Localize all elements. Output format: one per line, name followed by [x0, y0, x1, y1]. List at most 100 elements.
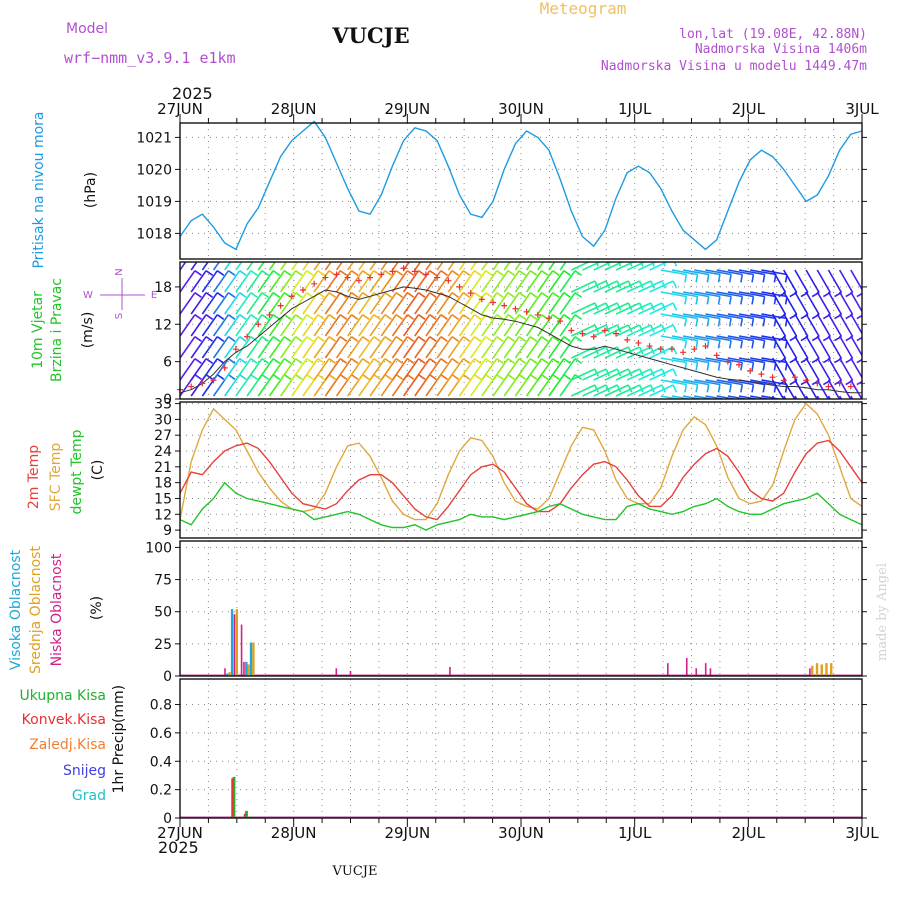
wind-barb	[649, 324, 674, 337]
low-cloud-bar	[349, 670, 352, 676]
wind-barb	[838, 335, 854, 359]
wind-barb	[235, 358, 252, 381]
wind-barb-flag	[518, 358, 527, 364]
wind-barb	[380, 270, 397, 293]
wind-barb	[649, 262, 669, 271]
x-tick-label-bottom: 30JUN	[498, 824, 544, 842]
wind-barb	[671, 291, 698, 298]
wind-barb	[582, 346, 607, 359]
wind-barb	[794, 291, 809, 315]
wind-barb	[347, 270, 364, 293]
gust-marker	[702, 343, 709, 350]
wind-barb-flag	[717, 362, 721, 371]
wind-barb	[246, 358, 263, 381]
wind-barb-flag	[574, 292, 583, 298]
wind-barb	[537, 262, 545, 271]
wind-barb	[268, 262, 277, 271]
wind-barb	[492, 358, 509, 381]
gust-marker	[791, 374, 798, 381]
wind-barb-flag	[295, 314, 303, 320]
wind-barb	[682, 379, 709, 386]
wind-barb-flag	[373, 358, 381, 364]
total-precip-bar	[250, 816, 254, 818]
wind-barb	[235, 262, 243, 271]
wind-barb-flag	[239, 292, 247, 298]
wind-barb-flag	[317, 358, 325, 364]
wind-barb-flag	[541, 292, 549, 298]
wind-barb-flag	[384, 358, 392, 364]
y-tick-label: 33	[154, 397, 172, 413]
wind-barb-flag	[507, 292, 515, 298]
wind-barb	[402, 314, 420, 337]
precip-unit: (mm)	[111, 685, 127, 723]
wind-barb	[302, 270, 319, 293]
wind-barb	[727, 269, 754, 276]
gust-marker	[478, 296, 485, 303]
credit-watermark: made by Angel	[875, 563, 890, 661]
wind-barb-flag	[350, 292, 359, 298]
wind-barb-flag	[440, 358, 448, 364]
wind-barb	[626, 280, 652, 293]
gust-marker	[333, 271, 340, 278]
y-tick-label: 25	[154, 637, 172, 653]
wind-barb-flag	[684, 274, 688, 283]
wind-barb	[570, 262, 591, 271]
wind-barb	[503, 262, 511, 271]
wind-barb-flag	[350, 270, 359, 276]
wind-barb	[559, 314, 576, 337]
wind-barb-flag	[574, 270, 583, 276]
wind-barb-flag	[440, 314, 448, 320]
axes: 27JUN 27JUN 28JUN 28JUN 29JUN 29JUN 30JUN 30JUN…	[136, 100, 879, 842]
high-cloud-bar	[230, 609, 234, 676]
wind-barb-flag	[239, 374, 247, 380]
wind-barb-flag	[261, 314, 270, 320]
wind-barb-flag	[485, 358, 493, 364]
wind-barb	[548, 358, 565, 381]
wind-barb	[246, 262, 254, 271]
wind-barb	[738, 313, 765, 320]
wind-barb	[604, 262, 624, 271]
gust-marker	[545, 315, 552, 322]
wind-barb	[783, 269, 798, 293]
wind-barb	[492, 314, 509, 337]
wind-barb-flag	[272, 358, 281, 364]
wind-barb	[514, 314, 531, 337]
wind-barb	[660, 335, 687, 342]
wind-barb-flag	[728, 340, 732, 349]
wind-barb-flag	[328, 336, 337, 342]
x-tick-label-bottom: 29JUN	[384, 824, 430, 842]
wind-barb	[492, 292, 509, 315]
wind-barb	[391, 336, 408, 359]
wind-barb	[559, 262, 567, 271]
wind-barb	[481, 336, 498, 359]
wind-barb	[861, 292, 862, 294]
y-tick-label: 1021	[136, 130, 172, 146]
wind-barb	[201, 292, 218, 315]
wind-barb-flag	[706, 296, 710, 305]
gust-marker	[825, 383, 832, 390]
wind-barb	[470, 336, 487, 359]
conv-precip-bar	[231, 778, 234, 818]
wind-barb-flag	[418, 314, 426, 320]
wind-barb	[458, 336, 476, 359]
wind-barb-flag	[451, 270, 460, 276]
wind-barb	[212, 314, 230, 337]
wind-barb-flag	[541, 374, 549, 380]
wind-barb	[638, 280, 663, 293]
model-elevation: Nadmorska Visina u modelu 1449.47m	[601, 59, 867, 74]
wind-barb	[716, 335, 743, 342]
wind-barb	[447, 336, 464, 359]
wind-barb	[190, 358, 207, 381]
wind-barb	[414, 358, 431, 381]
wind-barb-flag	[373, 314, 381, 320]
wind-barb	[593, 302, 618, 315]
wind-barb	[626, 262, 647, 271]
wind-barb	[827, 313, 843, 337]
wind-barb-flag	[695, 296, 699, 305]
meteogram-title: Meteogram	[540, 0, 627, 18]
wind-barb	[559, 374, 576, 397]
wind-barb	[738, 269, 765, 276]
wind-barb	[235, 314, 252, 337]
wind-barb-flag	[672, 384, 678, 393]
